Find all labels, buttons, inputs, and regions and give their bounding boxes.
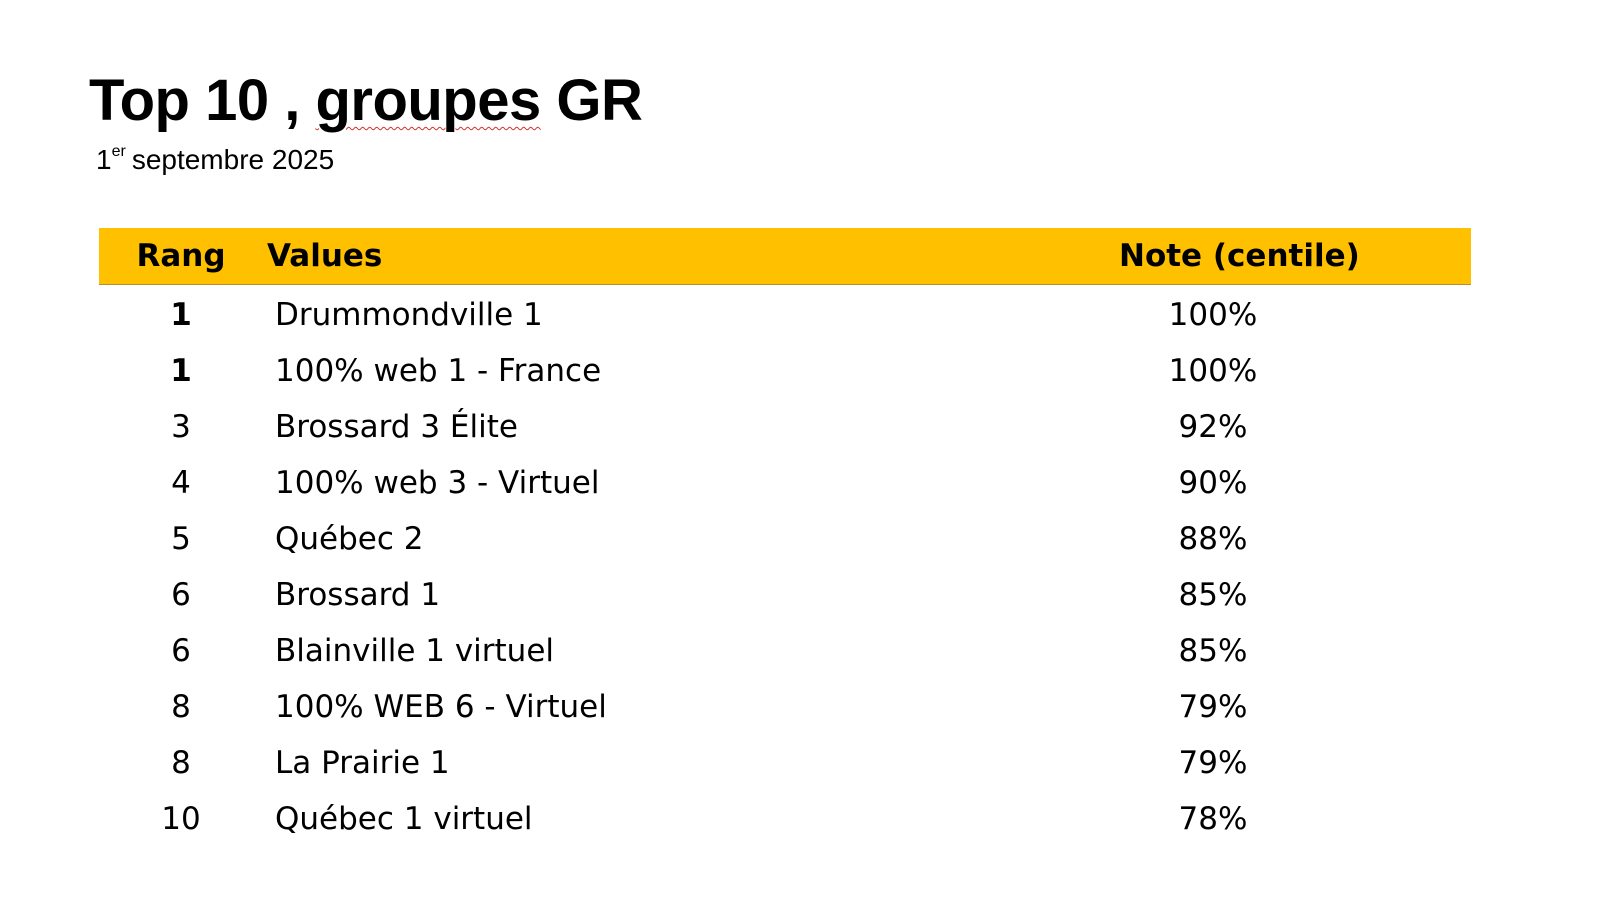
row-rank: 6 <box>171 633 191 669</box>
title-spellchecked-word: groupes <box>315 68 541 133</box>
date-day: 1 <box>96 144 112 175</box>
row-note: 78% <box>1178 801 1248 837</box>
row-name: 100% WEB 6 - Virtuel <box>275 689 607 725</box>
title-suffix: GR <box>540 68 643 133</box>
row-name: 100% web 3 - Virtuel <box>275 465 600 501</box>
title-prefix: Top 10 , <box>89 68 316 133</box>
row-name: Drummondville 1 <box>275 297 543 333</box>
row-name: Brossard 1 <box>275 577 441 613</box>
header-note: Note (centile) <box>1119 238 1360 274</box>
row-rank: 3 <box>171 409 191 445</box>
header-rank: Rang <box>136 238 226 274</box>
page-subtitle-date: 1er septembre 2025 <box>96 143 335 175</box>
table-row: 6 Blainville 1 virtuel 85% <box>99 621 1471 677</box>
row-rank: 10 <box>161 801 201 837</box>
row-name: Québec 1 virtuel <box>275 801 533 837</box>
table-row: 6 Brossard 1 85% <box>99 565 1471 621</box>
header-values: Values <box>267 238 383 274</box>
table-row: 5 Québec 2 88% <box>99 509 1471 565</box>
row-note: 85% <box>1178 633 1248 669</box>
row-note: 79% <box>1178 689 1248 725</box>
row-rank: 1 <box>170 353 192 389</box>
table-row: 1 Drummondville 1 100% <box>99 285 1471 341</box>
row-note: 79% <box>1178 745 1248 781</box>
table-row: 8 La Prairie 1 79% <box>99 733 1471 789</box>
row-name: Blainville 1 virtuel <box>275 633 555 669</box>
row-note: 90% <box>1178 465 1248 501</box>
row-name: 100% web 1 - France <box>275 353 602 389</box>
row-rank: 1 <box>170 297 192 333</box>
table-header: Rang Values Note (centile) <box>99 228 1471 285</box>
table-row: 1 100% web 1 - France 100% <box>99 341 1471 397</box>
row-note: 85% <box>1178 577 1248 613</box>
row-name: Brossard 3 Élite <box>275 409 518 445</box>
table-row: 10 Québec 1 virtuel 78% <box>99 789 1471 845</box>
row-rank: 8 <box>171 745 191 781</box>
row-note: 100% <box>1168 297 1258 333</box>
row-name: Québec 2 <box>275 521 424 557</box>
table-row: 3 Brossard 3 Élite 92% <box>99 397 1471 453</box>
row-name: La Prairie 1 <box>275 745 450 781</box>
table-row: 4 100% web 3 - Virtuel 90% <box>99 453 1471 509</box>
row-rank: 8 <box>171 689 191 725</box>
row-note: 100% <box>1168 353 1258 389</box>
date-rest: septembre 2025 <box>131 144 335 175</box>
page-title: Top 10 , groupes GR <box>89 72 643 130</box>
table-row: 8 100% WEB 6 - Virtuel 79% <box>99 677 1471 733</box>
date-ordinal: er <box>111 143 126 160</box>
row-rank: 6 <box>171 577 191 613</box>
row-rank: 4 <box>171 465 191 501</box>
row-note: 92% <box>1178 409 1248 445</box>
row-rank: 5 <box>171 521 191 557</box>
row-note: 88% <box>1178 521 1248 557</box>
ranking-table: Rang Values Note (centile) 1 Drummondvil… <box>99 228 1471 845</box>
